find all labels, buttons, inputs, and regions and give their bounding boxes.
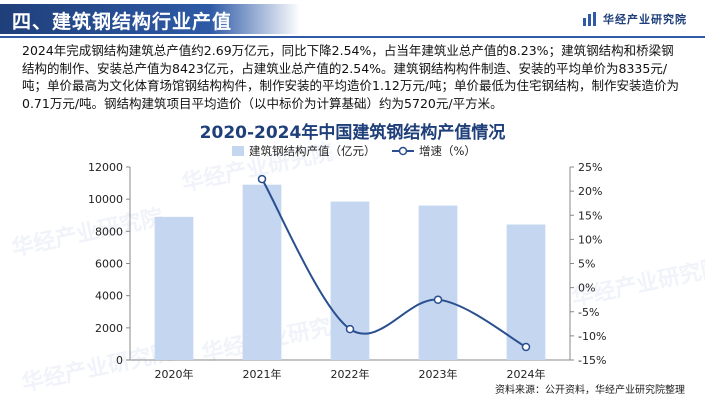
brand: 华经产业研究院 xyxy=(583,11,687,27)
brand-name: 华经产业研究院 xyxy=(603,13,687,26)
x-tick-label: 2023年 xyxy=(419,367,458,381)
y-right-tick-label: -10% xyxy=(578,330,606,343)
growth-line xyxy=(261,178,527,348)
brand-logo-icon xyxy=(583,12,597,26)
x-tick-label: 2021年 xyxy=(243,367,282,381)
y-right-tick-label: 0% xyxy=(578,282,595,295)
y-left-tick-label: 6000 xyxy=(95,258,123,271)
growth-point xyxy=(521,342,531,352)
y-right-tick-label: 15% xyxy=(578,209,602,222)
y-left-tick-label: 12000 xyxy=(88,161,123,174)
bar xyxy=(418,205,458,360)
y-right-tick-label: 5% xyxy=(578,258,595,271)
y-left-tick-label: 8000 xyxy=(95,225,123,238)
bar xyxy=(330,201,370,360)
legend-marker-line xyxy=(398,146,408,156)
bar xyxy=(506,224,546,360)
growth-point xyxy=(345,324,355,334)
header-band xyxy=(0,4,300,34)
y-right-tick-label: 10% xyxy=(578,233,602,246)
y-right-tick-label: 25% xyxy=(578,161,602,174)
section-title: 四、建筑钢结构行业产值 xyxy=(12,11,233,33)
y-right-tick-label: -5% xyxy=(578,306,599,319)
y-left-tick-label: 0 xyxy=(116,354,123,367)
y-left-tick-label: 10000 xyxy=(88,193,123,206)
source-note: 资料来源：公开资料，华经产业研究院整理 xyxy=(495,385,685,396)
legend-label-bar: 建筑钢结构产值（亿元） xyxy=(249,144,376,158)
growth-point xyxy=(433,295,443,304)
y-left-tick-label: 2000 xyxy=(95,322,123,335)
bar xyxy=(154,216,194,360)
x-tick-label: 2020年 xyxy=(155,367,194,381)
bar-line-chart: 0 2000 4000 6000 8000 10000 12000 -15% -10% -5% 0%… xyxy=(88,144,606,381)
y-right-tick-label: 20% xyxy=(578,185,602,198)
bar xyxy=(242,184,282,360)
y-right-tick-label: -15% xyxy=(578,354,606,367)
header: 四、建筑钢结构行业产值 华经产业研究院 xyxy=(0,0,705,38)
x-tick-label: 2022年 xyxy=(331,367,370,381)
legend-label-line: 增速（%） xyxy=(419,144,476,158)
y-left-tick-label: 4000 xyxy=(95,290,123,303)
growth-point xyxy=(257,174,267,184)
chart-title: 2020-2024年中国建筑钢结构产值情况 xyxy=(199,123,506,143)
summary-paragraph: 2024年完成钢结构建筑总产值约2.69万亿元，同比下降2.54%，占当年建筑业… xyxy=(22,43,680,111)
header-divider xyxy=(0,36,705,38)
x-tick-label: 2024年 xyxy=(507,367,546,381)
legend-swatch-bar xyxy=(232,146,244,156)
